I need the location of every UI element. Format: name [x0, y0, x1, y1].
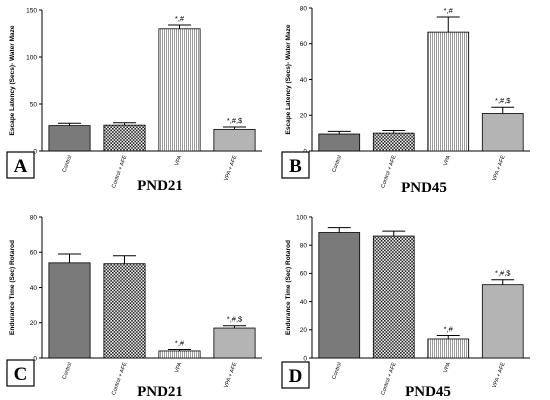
panel-d-significance-vpa-afe: *,#,$: [495, 269, 511, 278]
panel-a-bar-vpa: [158, 28, 201, 152]
panel-b-bar-vpa: [427, 31, 470, 152]
panel-b-category-label-control-afe: Control + AFE: [380, 154, 398, 189]
panel-b-escape-latency-pnd45: 020406080Escape Latency (Secs)- Water Ma…: [281, 5, 530, 196]
panel-d-endurance-time-pnd45: 0 20 40 60 80 100 Endurance Time (Sec) Rotarod…: [281, 214, 530, 400]
panel-c-letter-box: [6, 359, 35, 387]
panel-b-category-label-vpa-afe: VPA + AFE: [492, 154, 507, 182]
panel-b-y-tick-label: 60: [300, 41, 308, 48]
panel-c-title: PND21: [137, 384, 183, 400]
panel-a-y-axis-label: Escape Latency (Secs)- Water Maze: [9, 25, 16, 135]
panel-a-category-label-control: Control: [62, 155, 74, 174]
panel-c-bar-vpa: [158, 350, 201, 359]
panel-c-letter: C: [14, 364, 28, 385]
panel-a-y-tick-label: 100: [26, 54, 37, 61]
panel-b-category-label-control: Control: [331, 155, 343, 174]
panel-c-category-label-vpa-afe: VPA + AFE: [224, 361, 239, 389]
panel-a-significance-vpa: *,#: [175, 14, 185, 23]
panel-a-bar-vpa-afe: [213, 128, 256, 152]
panel-d-bar-vpa-afe: [481, 284, 524, 359]
panel-b-bar-vpa-afe: [481, 113, 524, 152]
panel-d-significance-vpa: *,#: [444, 324, 454, 333]
panel-d-category-label-vpa: VPA: [443, 361, 452, 373]
panel-a-category-label-control-afe: Control + AFE: [111, 154, 129, 189]
panel-b-bar-control-afe: [372, 132, 415, 152]
panel-c-category-label-vpa: VPA: [174, 361, 183, 373]
panel-c-y-tick-label: 60: [30, 250, 38, 257]
panel-d-bar-vpa: [427, 338, 470, 359]
panel-b-letter-box: [281, 151, 310, 179]
panel-b-y-tick-label: 40: [300, 77, 308, 84]
panel-d-y-tick-label: 0: [303, 355, 307, 362]
panel-d-y-tick-label: 80: [300, 243, 308, 250]
panel-d-y-tick-label: 20: [300, 327, 308, 334]
panel-d-y-tick-label: 60: [300, 271, 308, 278]
panel-c-category-label-control: Control: [62, 362, 74, 381]
panel-b-significance-vpa-afe: *,#,$: [495, 96, 511, 105]
panel-c-y-tick-label: 20: [30, 320, 38, 327]
panel-a-category-label-vpa: VPA: [174, 154, 183, 166]
panel-b-significance-vpa: *,#: [444, 6, 454, 15]
panel-d-y-tick-label: 40: [300, 299, 308, 306]
panel-b-y-tick-label: 20: [300, 113, 308, 120]
panel-c-endurance-time-pnd21: 0 20 40 60 80 Endurance Time (Sec) Rotarod Con…: [6, 214, 262, 400]
panel-d-category-label-vpa-afe: VPA + AFE: [492, 361, 507, 389]
panel-d-category-label-control-afe: Control + AFE: [380, 361, 398, 396]
panel-d-bar-control-afe: [372, 235, 415, 359]
panel-d-y-axis-label: Endurance Time (Sec) Rotarod: [285, 240, 292, 335]
panel-c-bar-vpa-afe: [213, 327, 256, 359]
panel-a-bar-control-afe: [103, 124, 146, 152]
panel-c-y-tick-label: 0: [33, 355, 37, 362]
panel-b-y-axis-label: Escape Latency (Secs)- Water Maze: [285, 24, 292, 134]
panel-a-escape-latency-pnd21: 0 50 100 150 Escape Latency (Secs)- Water Ma…: [6, 7, 262, 194]
panel-d-title: PND45: [405, 384, 451, 400]
panel-a-letter-box: [6, 151, 35, 179]
panel-a-category-label-vpa-afe: VPA + AFE: [224, 154, 239, 182]
panel-a-bar-control: [48, 125, 91, 152]
panel-a-y-tick-label: 0: [33, 148, 37, 155]
panel-a-y-tick-label: 150: [26, 7, 37, 14]
panel-b-bar-control: [318, 133, 361, 152]
panel-a-letter: A: [14, 156, 28, 177]
panel-c-significance-vpa: *,#: [175, 339, 185, 348]
panel-b-letter: B: [289, 156, 302, 177]
panel-b-category-label-vpa: VPA: [443, 154, 452, 166]
panel-c-y-tick-label: 80: [30, 214, 38, 221]
panel-c-bar-control: [48, 262, 91, 359]
panel-d-letter-box: [281, 361, 310, 389]
panel-c-y-axis-label: Endurance Time (Sec) Rotarod: [9, 240, 16, 335]
panel-d-letter: D: [289, 366, 303, 387]
panel-a-title: PND21: [137, 178, 183, 194]
panel-c-bar-control-afe: [103, 263, 146, 359]
panel-c-y-tick-label: 40: [30, 285, 38, 292]
panel-d-bar-control: [318, 232, 361, 359]
panel-b-y-tick-label: 80: [300, 5, 308, 12]
panel-b-title: PND45: [401, 180, 447, 196]
panel-a-y-tick-label: 50: [30, 101, 38, 108]
panel-c-category-label-control-afe: Control + AFE: [111, 361, 129, 396]
panel-d-y-tick-label: 100: [296, 214, 307, 221]
panel-d-category-label-control: Control: [331, 362, 343, 381]
panel-c-significance-vpa-afe: *,#,$: [227, 315, 243, 324]
panel-a-significance-vpa-afe: *,#,$: [227, 116, 243, 125]
